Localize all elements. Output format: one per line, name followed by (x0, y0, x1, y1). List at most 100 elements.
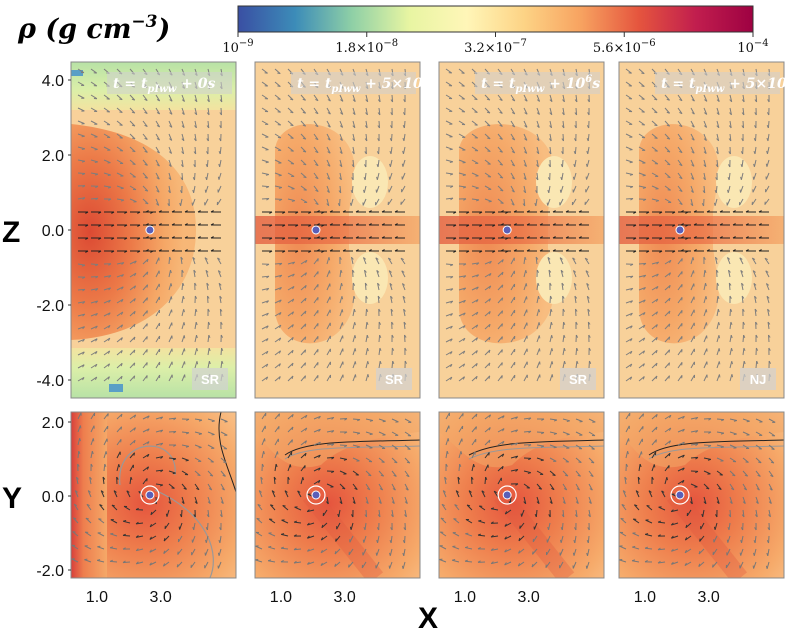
velocity-arrow (387, 198, 393, 206)
velocity-arrow (548, 185, 551, 193)
velocity-arrow-head (145, 249, 149, 252)
velocity-arrow (651, 94, 658, 101)
velocity-arrow-head (146, 271, 149, 275)
velocity-arrow-head (511, 99, 516, 102)
velocity-arrow (116, 413, 123, 420)
velocity-arrow (562, 120, 565, 129)
velocity-arrow (625, 120, 633, 125)
velocity-arrow (638, 438, 643, 446)
velocity-arrow-head (501, 349, 503, 353)
velocity-arrow-head (460, 451, 463, 455)
velocity-arrow-head (490, 534, 494, 538)
velocity-arrow (375, 198, 380, 206)
velocity-arrow (536, 172, 539, 181)
velocity-arrow (739, 198, 744, 206)
velocity-arrow-head (342, 236, 346, 239)
velocity-arrow-head (641, 72, 645, 75)
velocity-arrow (168, 283, 172, 291)
velocity-arrow (274, 312, 282, 317)
velocity-arrow-head (441, 503, 445, 507)
velocity-arrow (703, 107, 708, 115)
velocity-arrow (365, 94, 369, 102)
velocity-arrow-head (295, 250, 299, 253)
velocity-arrow-head (146, 297, 148, 301)
velocity-arrow-head (85, 211, 89, 214)
velocity-arrow-head (263, 451, 265, 455)
velocity-arrow (378, 361, 381, 369)
velocity-arrow (536, 159, 539, 167)
velocity-arrow-head (499, 163, 503, 166)
velocity-arrow-head (173, 417, 177, 421)
velocity-arrow-head (768, 360, 772, 364)
velocity-arrow (586, 159, 590, 167)
velocity-arrow (658, 506, 666, 511)
velocity-arrow-head (500, 249, 504, 252)
model-tag-box (192, 368, 228, 390)
velocity-arrow-head (102, 476, 106, 480)
velocity-arrow (755, 457, 762, 464)
velocity-arrow-head (278, 187, 282, 189)
velocity-arrow-head (720, 446, 724, 449)
velocity-arrow (445, 451, 448, 459)
velocity-arrow (729, 133, 732, 142)
velocity-arrow (471, 262, 479, 265)
velocity-arrow (129, 185, 137, 191)
velocity-arrow-head (463, 325, 466, 329)
velocity-arrow-head (266, 300, 269, 304)
velocity-arrow (218, 548, 222, 556)
velocity-arrow-head (181, 269, 184, 273)
velocity-arrow-head (81, 160, 86, 163)
velocity-arrow-head (680, 210, 684, 213)
velocity-arrow-head (754, 112, 757, 116)
velocity-arrow-head (111, 224, 115, 227)
time-label: t = tpIww + 106s (481, 74, 600, 95)
velocity-arrow-head (146, 258, 149, 263)
velocity-arrow (523, 159, 527, 167)
velocity-arrow (142, 198, 149, 205)
velocity-arrow (559, 198, 564, 206)
velocity-arrow-head (158, 249, 162, 252)
velocity-arrow (339, 361, 344, 369)
velocity-arrow (176, 561, 183, 568)
velocity-arrow-head (523, 164, 527, 167)
velocity-arrow-head (624, 476, 628, 480)
velocity-arrow (677, 441, 685, 446)
velocity-arrow (625, 451, 629, 459)
velocity-arrow (632, 546, 640, 550)
velocity-arrow (339, 269, 342, 278)
velocity-arrow (300, 272, 307, 278)
velocity-arrow-head (564, 474, 569, 477)
velocity-arrow-head (490, 521, 494, 524)
velocity-arrow-head (207, 308, 210, 312)
velocity-arrow-head (78, 450, 81, 454)
velocity-arrow (549, 361, 553, 369)
velocity-arrow-head (377, 282, 380, 286)
roche-contour (670, 485, 690, 505)
velocity-arrow (703, 309, 707, 317)
velocity-arrow-head (462, 376, 465, 380)
velocity-arrow (560, 185, 564, 193)
velocity-arrow-head (341, 487, 346, 490)
velocity-arrow (142, 478, 148, 485)
velocity-arrow-head (197, 236, 201, 239)
velocity-arrow-head (547, 256, 551, 260)
velocity-arrow-head (706, 249, 710, 252)
velocity-arrow (714, 257, 718, 265)
velocity-arrow-head (643, 287, 646, 291)
velocity-arrow (180, 257, 183, 265)
velocity-arrow (549, 146, 552, 155)
velocity-arrow-head (362, 539, 365, 543)
velocity-arrow-head (108, 312, 111, 316)
velocity-arrow (651, 133, 658, 139)
velocity-arrow-head (406, 461, 410, 464)
velocity-arrow (391, 431, 399, 436)
velocity-arrow (142, 94, 148, 101)
velocity-arrow-head (536, 138, 540, 142)
velocity-arrow-head (707, 458, 711, 461)
velocity-arrow (703, 374, 708, 382)
velocity-arrow (103, 120, 111, 126)
velocity-arrow (136, 548, 144, 552)
velocity-arrow (755, 509, 758, 517)
velocity-arrow-head (657, 547, 661, 551)
velocity-arrow (690, 335, 695, 343)
